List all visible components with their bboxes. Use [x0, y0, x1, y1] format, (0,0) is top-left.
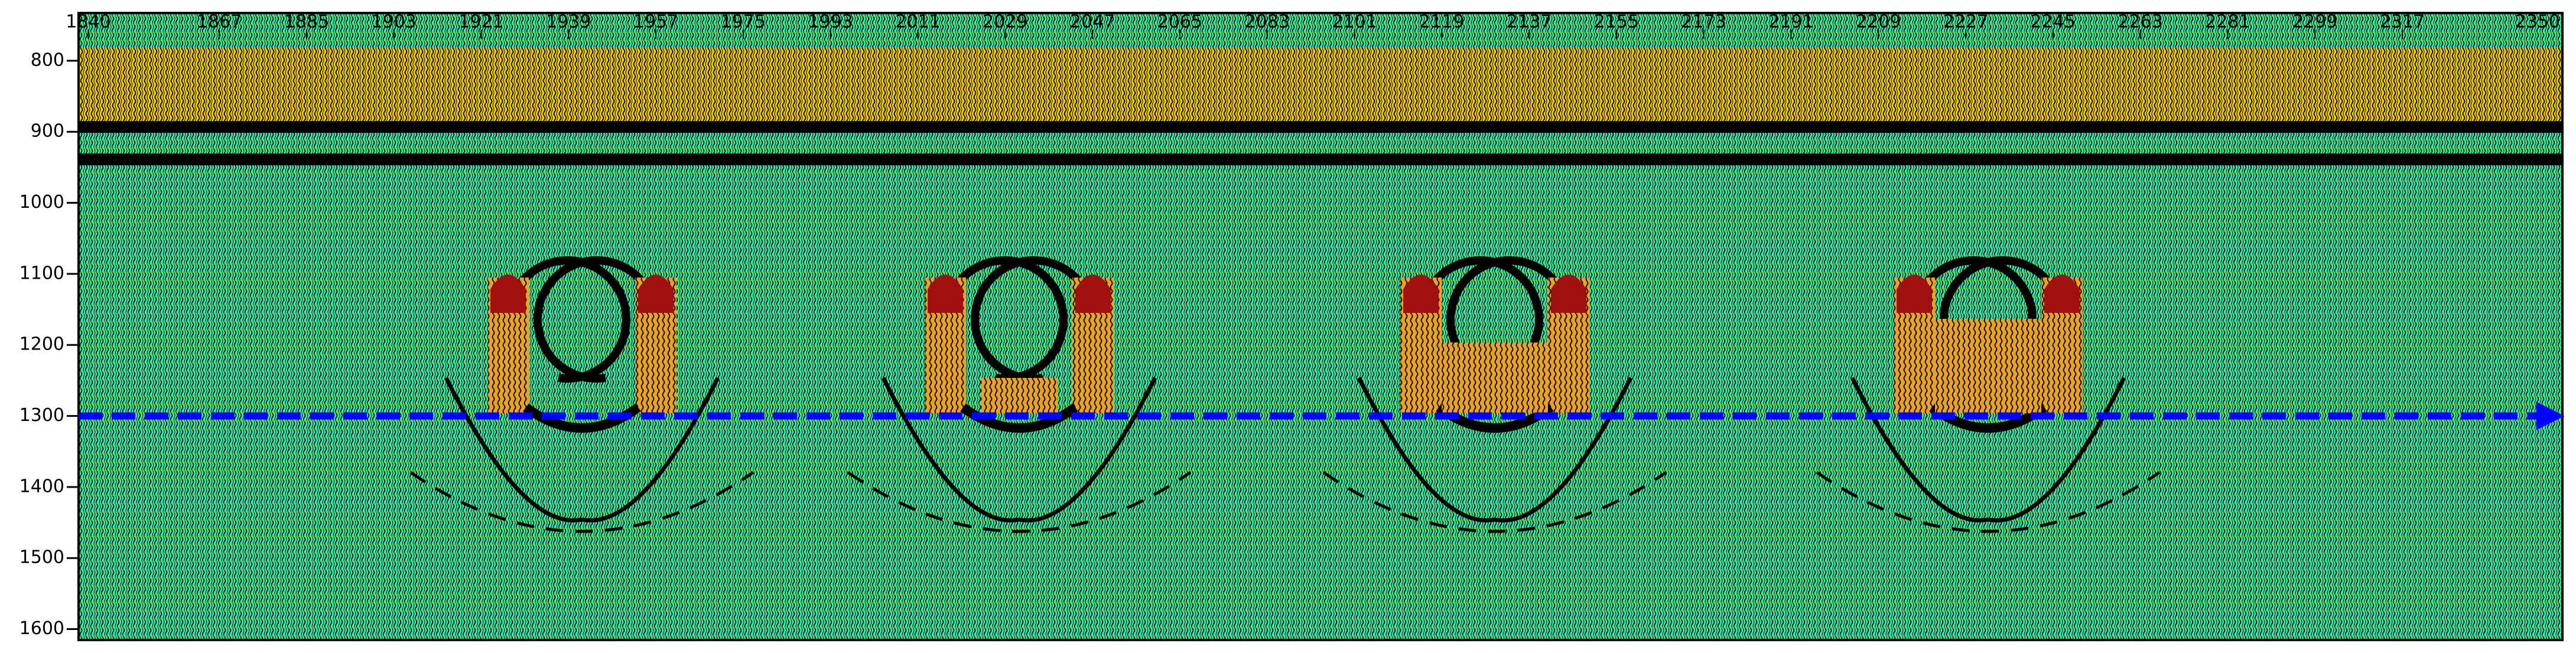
x-tick-label: 1921	[458, 12, 503, 32]
x-tick-label: 2317	[2380, 12, 2425, 32]
x-tick-label: 2119	[1419, 12, 1464, 32]
y-tick-label: 1400	[19, 476, 64, 497]
y-tick-label: 900	[31, 121, 64, 142]
x-tick-label: 2065	[1157, 12, 1202, 32]
x-tick-label: 2137	[1507, 12, 1552, 32]
x-tick-label: 2227	[1943, 12, 1988, 32]
x-tick-label: 1903	[372, 12, 417, 32]
y-tick-label: 1600	[19, 618, 64, 639]
x-tick-label: 2047	[1070, 12, 1115, 32]
x-tick-label: 2029	[983, 12, 1027, 32]
x-tick-label: 2299	[2292, 12, 2337, 32]
x-tick-label: 2191	[1768, 12, 1813, 32]
reflector	[79, 121, 2562, 133]
x-tick-label: 1840	[66, 12, 110, 32]
x-tick-label: 2173	[1681, 12, 1726, 32]
x-tick-label: 2350	[2515, 12, 2560, 32]
x-tick-label: 2263	[2118, 12, 2162, 32]
x-tick-label: 2101	[1332, 12, 1377, 32]
x-tick-label: 1939	[546, 12, 591, 32]
x-tick-label: 1957	[633, 12, 678, 32]
x-tick-label: 1867	[197, 12, 242, 32]
anomalies	[411, 260, 2159, 531]
x-tick-label: 1993	[808, 12, 853, 32]
x-tick-label: 2011	[895, 12, 940, 32]
x-tick-label: 2281	[2205, 12, 2250, 32]
y-tick-label: 1500	[19, 547, 64, 568]
y-tick-label: 1300	[19, 405, 64, 426]
y-tick-label: 800	[31, 50, 64, 70]
x-tick-label: 2245	[2031, 12, 2076, 32]
reflector	[79, 154, 2562, 165]
frame	[77, 12, 2564, 641]
y-tick-label: 1200	[19, 334, 64, 355]
x-tick-label: 2209	[1856, 12, 1901, 32]
top-band	[79, 47, 2562, 124]
y-tick-label: 1100	[19, 263, 64, 283]
x-tick-label: 1885	[284, 12, 329, 32]
x-tick-label: 2083	[1245, 12, 1290, 32]
x-tick-label: 1975	[721, 12, 766, 32]
y-tick-label: 1000	[19, 192, 64, 213]
x-tick-label: 2155	[1594, 12, 1639, 32]
